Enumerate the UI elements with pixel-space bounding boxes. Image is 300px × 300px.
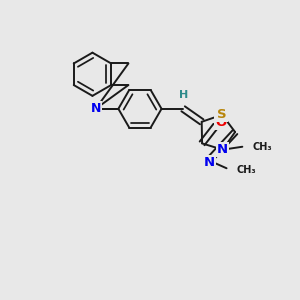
Text: N: N <box>91 102 101 115</box>
Text: N: N <box>217 143 228 156</box>
Text: N: N <box>203 156 214 169</box>
Text: S: S <box>217 108 227 121</box>
Text: CH₃: CH₃ <box>252 142 272 152</box>
Text: CH₃: CH₃ <box>236 165 256 175</box>
Text: N: N <box>91 102 101 115</box>
Text: H: H <box>178 90 188 100</box>
Text: O: O <box>215 116 226 129</box>
Text: N: N <box>91 102 101 115</box>
